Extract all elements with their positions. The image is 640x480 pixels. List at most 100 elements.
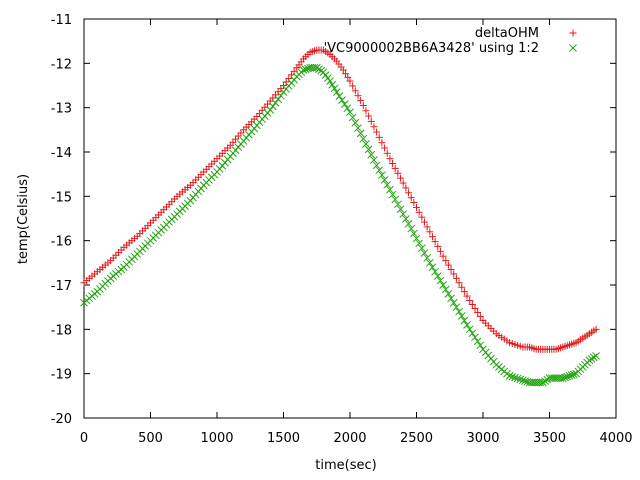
data-point <box>330 84 339 93</box>
data-point <box>362 107 370 115</box>
data-point <box>541 377 549 385</box>
data-point <box>428 263 437 272</box>
series-layer <box>80 46 600 387</box>
data-point <box>450 270 458 278</box>
data-point <box>457 312 466 320</box>
legend-marker <box>569 29 577 37</box>
data-point <box>538 378 547 387</box>
data-point <box>447 294 455 303</box>
data-point <box>455 307 463 316</box>
data-point <box>335 92 344 100</box>
data-point <box>466 297 474 305</box>
data-point <box>567 371 576 379</box>
data-point <box>332 88 341 97</box>
data-point <box>511 373 519 382</box>
x-tick-label: 2500 <box>400 431 433 446</box>
data-point <box>266 106 275 114</box>
data-point <box>415 239 424 248</box>
data-point <box>276 91 285 100</box>
y-tick-label: -20 <box>51 412 72 427</box>
data-point <box>389 160 397 168</box>
data-point <box>570 370 578 379</box>
data-point <box>359 134 368 143</box>
data-point <box>367 150 376 159</box>
data-point <box>299 66 308 74</box>
x-tick-label: 3500 <box>533 431 566 446</box>
data-point <box>563 372 572 381</box>
data-point <box>362 140 370 148</box>
data-point <box>434 242 442 250</box>
data-point <box>383 180 392 189</box>
data-point <box>455 279 463 287</box>
data-point <box>473 337 482 346</box>
data-point <box>447 265 455 273</box>
data-point <box>508 372 517 381</box>
data-point <box>399 179 407 187</box>
data-point <box>383 149 391 157</box>
data-point <box>426 228 434 236</box>
y-tick-label: -15 <box>51 190 72 205</box>
data-point <box>463 292 471 300</box>
legend-marker <box>569 44 577 52</box>
data-point <box>396 205 405 214</box>
data-point <box>536 378 545 387</box>
data-point <box>343 104 352 112</box>
data-point <box>439 252 447 260</box>
data-point <box>310 63 319 72</box>
data-point <box>474 308 482 316</box>
y-tick-label: -18 <box>51 323 72 338</box>
data-point <box>585 356 594 365</box>
y-tick-label: -13 <box>51 102 72 117</box>
data-point <box>405 189 413 197</box>
data-point <box>425 258 434 267</box>
data-point <box>420 218 428 226</box>
data-point <box>463 321 471 329</box>
y-axis-label: temp(Celsius) <box>16 174 31 264</box>
legend: deltaOHM'VC9000002BB6A3428' using 1:2 <box>324 26 577 56</box>
data-point <box>388 190 397 199</box>
data-point <box>338 96 346 104</box>
data-point <box>364 145 373 154</box>
data-point <box>344 73 352 81</box>
data-point <box>471 333 479 342</box>
data-point <box>420 249 429 257</box>
data-point <box>326 77 334 85</box>
data-point <box>367 117 375 125</box>
data-point <box>468 329 477 338</box>
data-point <box>373 128 381 136</box>
data-point <box>587 355 596 363</box>
data-point <box>397 174 405 182</box>
data-point <box>441 285 450 294</box>
data-point <box>282 78 290 86</box>
data-point <box>354 92 362 100</box>
data-point <box>452 274 460 282</box>
data-point <box>409 229 418 238</box>
data-point <box>449 298 458 307</box>
data-point <box>342 70 350 78</box>
data-point <box>370 156 378 164</box>
data-point <box>370 123 378 131</box>
data-point <box>375 133 383 141</box>
data-point <box>354 124 362 132</box>
data-point <box>442 257 450 265</box>
x-tick-label: 1000 <box>200 431 233 446</box>
data-point <box>402 184 410 192</box>
data-point <box>378 171 386 179</box>
data-point <box>280 82 287 89</box>
x-tick-label: 4000 <box>599 431 632 446</box>
data-point <box>339 66 347 74</box>
data-point <box>436 276 445 285</box>
data-point <box>444 261 452 269</box>
data-point <box>592 325 600 333</box>
data-point <box>404 219 413 228</box>
x-axis-ticks: 0 500 1000 1500 2000 2500 3000 3500 4000 <box>80 19 633 446</box>
data-point <box>516 375 525 384</box>
data-point <box>381 144 389 152</box>
data-point <box>357 97 365 105</box>
data-point <box>423 254 431 262</box>
x-tick-label: 0 <box>80 431 88 446</box>
data-point <box>521 377 529 385</box>
x-tick-label: 3000 <box>466 431 499 446</box>
data-point <box>428 233 436 241</box>
data-point <box>558 374 567 382</box>
